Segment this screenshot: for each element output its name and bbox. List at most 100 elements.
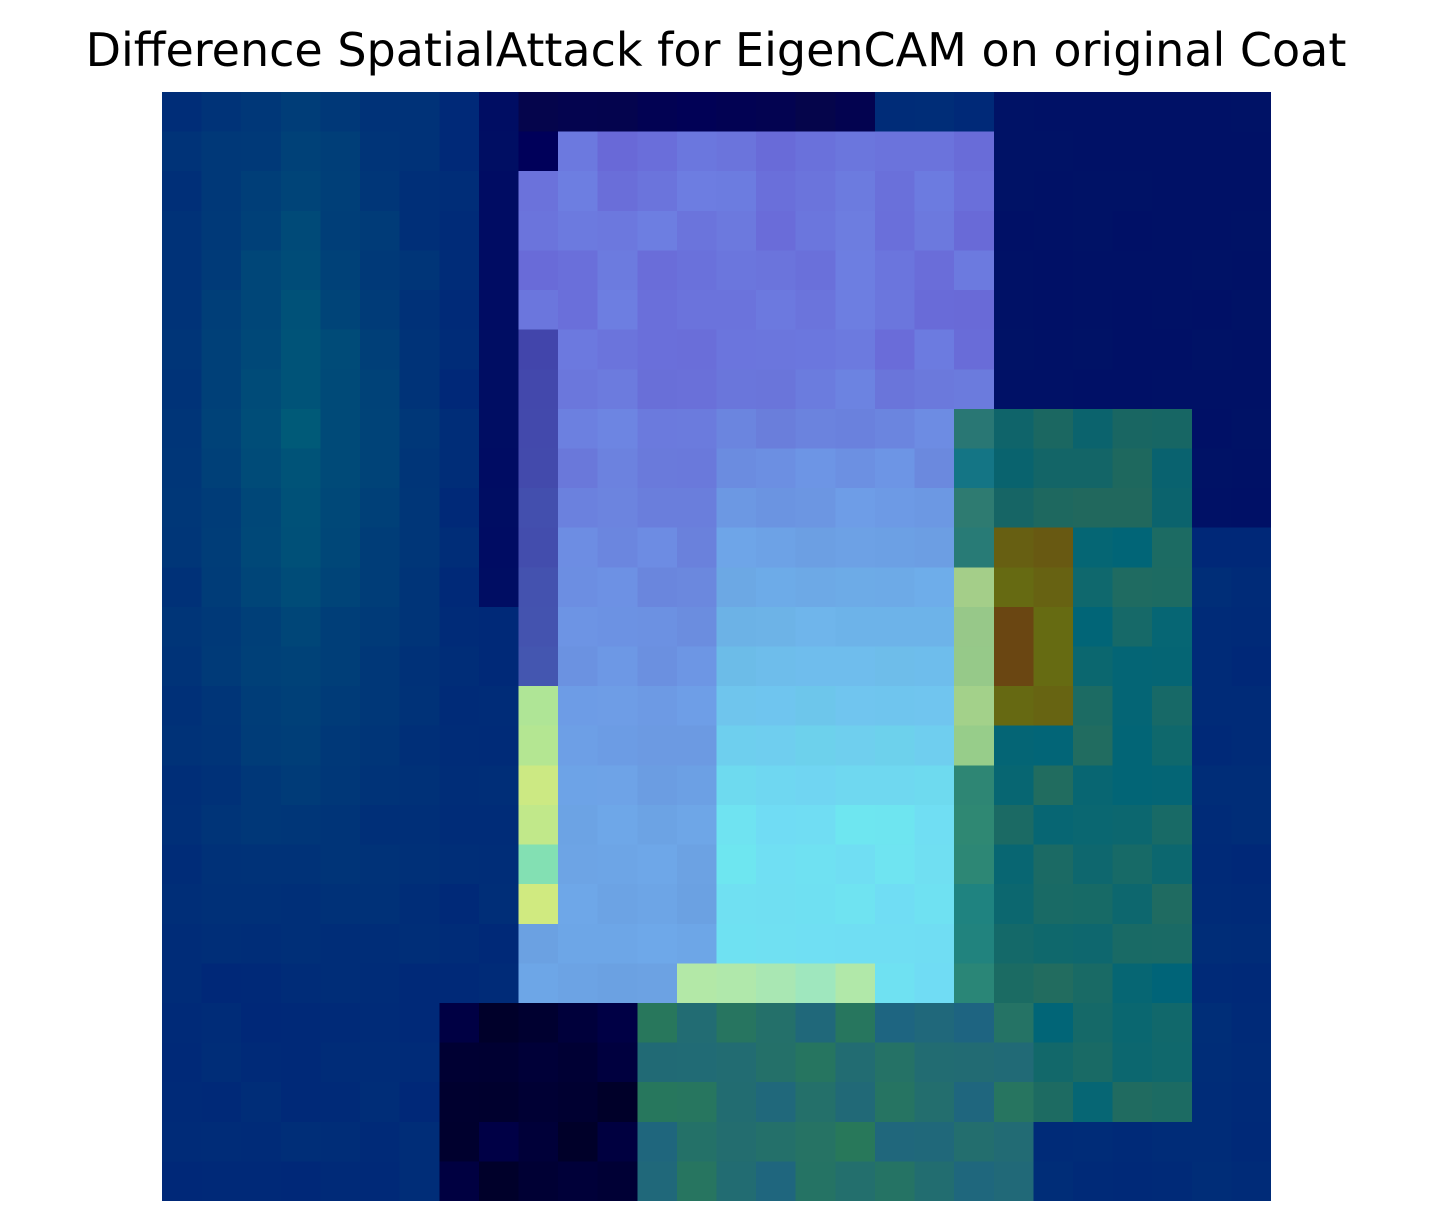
heatmap-pixel [835, 171, 876, 212]
heatmap-pixel [558, 963, 599, 1004]
heatmap-pixel [1152, 765, 1193, 806]
heatmap-pixel [756, 844, 797, 885]
heatmap-pixel [360, 804, 401, 846]
heatmap-pixel [162, 329, 203, 371]
heatmap-pixel [241, 171, 282, 212]
heatmap-pixel [676, 488, 718, 529]
heatmap-pixel [280, 408, 322, 450]
heatmap-pixel [795, 290, 837, 331]
heatmap-pixel [320, 1121, 361, 1163]
heatmap-pixel [954, 646, 995, 687]
heatmap-pixel [993, 1161, 1035, 1201]
heatmap-pixel [795, 210, 837, 252]
heatmap-pixel [1112, 408, 1153, 450]
heatmap-pixel [795, 686, 837, 727]
heatmap-pixel [241, 884, 282, 925]
heatmap-pixel [162, 567, 203, 608]
heatmap-pixel [756, 131, 797, 173]
heatmap-pixel [914, 1161, 955, 1201]
heatmap-pixel [1112, 329, 1153, 371]
heatmap-pixel [874, 646, 916, 687]
heatmap-pixel [399, 765, 441, 806]
heatmap-pixel [756, 369, 797, 410]
heatmap-pixel [835, 131, 876, 173]
heatmap-pixel [1033, 527, 1074, 569]
heatmap-pixel [637, 131, 678, 173]
heatmap-pixel [1191, 1082, 1233, 1123]
heatmap-pixel [914, 844, 955, 885]
heatmap-pixel [1191, 765, 1233, 806]
heatmap-pixel [914, 527, 955, 569]
heatmap-pixel [993, 210, 1035, 252]
heatmap-pixel [478, 567, 520, 608]
heatmap-pixel [399, 567, 441, 608]
heatmap-pixel [241, 488, 282, 529]
heatmap-pixel [1231, 171, 1271, 212]
heatmap-pixel [835, 250, 876, 291]
heatmap-pixel [795, 488, 837, 529]
heatmap-pixel [756, 765, 797, 806]
heatmap-pixel [518, 1002, 559, 1044]
heatmap-pixel [162, 963, 203, 1004]
heatmap-pixel [1072, 765, 1114, 806]
heatmap-pixel [1072, 923, 1114, 965]
heatmap-pixel [518, 725, 559, 767]
heatmap-pixel [637, 290, 678, 331]
heatmap-pixel [676, 923, 718, 965]
heatmap-pixel [478, 646, 520, 687]
heatmap-pixel [914, 92, 955, 133]
heatmap-pixel [993, 804, 1035, 846]
heatmap-pixel [756, 606, 797, 648]
heatmap-pixel [201, 210, 243, 252]
heatmap-pixel [360, 1161, 401, 1201]
heatmap-pixel [597, 725, 639, 767]
heatmap-pixel [320, 448, 361, 489]
heatmap-pixel [439, 1161, 480, 1201]
heatmap-pixel [874, 369, 916, 410]
heatmap-pixel [439, 646, 480, 687]
heatmap-pixel [280, 963, 322, 1004]
heatmap-pixel [241, 92, 282, 133]
heatmap-pixel [1231, 606, 1271, 648]
heatmap-pixel [756, 329, 797, 371]
heatmap-pixel [201, 1042, 243, 1083]
heatmap-pixel [874, 963, 916, 1004]
heatmap-pixel [874, 1082, 916, 1123]
heatmap-pixel [914, 923, 955, 965]
heatmap-pixel [914, 1002, 955, 1044]
heatmap-pixel [1191, 646, 1233, 687]
heatmap-pixel [241, 646, 282, 687]
heatmap-pixel [280, 448, 322, 489]
heatmap-pixel [399, 171, 441, 212]
heatmap-pixel [795, 963, 837, 1004]
heatmap-pixel [1152, 329, 1193, 371]
heatmap-pixel [241, 210, 282, 252]
heatmap-pixel [201, 250, 243, 291]
heatmap-pixel [201, 448, 243, 489]
heatmap-pixel [320, 765, 361, 806]
heatmap-pixel [280, 1161, 322, 1201]
heatmap-pixel [716, 329, 757, 371]
heatmap-pixel [201, 329, 243, 371]
heatmap-pixel [756, 488, 797, 529]
heatmap-pixel [637, 250, 678, 291]
heatmap-pixel [993, 606, 1035, 648]
heatmap-pixel [439, 408, 480, 450]
heatmap-pixel [399, 210, 441, 252]
heatmap-pixel [716, 250, 757, 291]
heatmap-pixel [399, 686, 441, 727]
heatmap-pixel [360, 1002, 401, 1044]
heatmap-pixel [439, 1042, 480, 1083]
heatmap-pixel [241, 606, 282, 648]
heatmap-pixel [1231, 804, 1271, 846]
heatmap-pixel [518, 963, 559, 1004]
heatmap-pixel [1033, 686, 1074, 727]
heatmap-pixel [399, 250, 441, 291]
heatmap-pixel [399, 329, 441, 371]
heatmap-pixel [954, 1002, 995, 1044]
heatmap-pixel [954, 408, 995, 450]
heatmap-pixel [201, 884, 243, 925]
heatmap-pixel [716, 686, 757, 727]
heatmap-pixel [676, 131, 718, 173]
heatmap-pixel [1191, 448, 1233, 489]
